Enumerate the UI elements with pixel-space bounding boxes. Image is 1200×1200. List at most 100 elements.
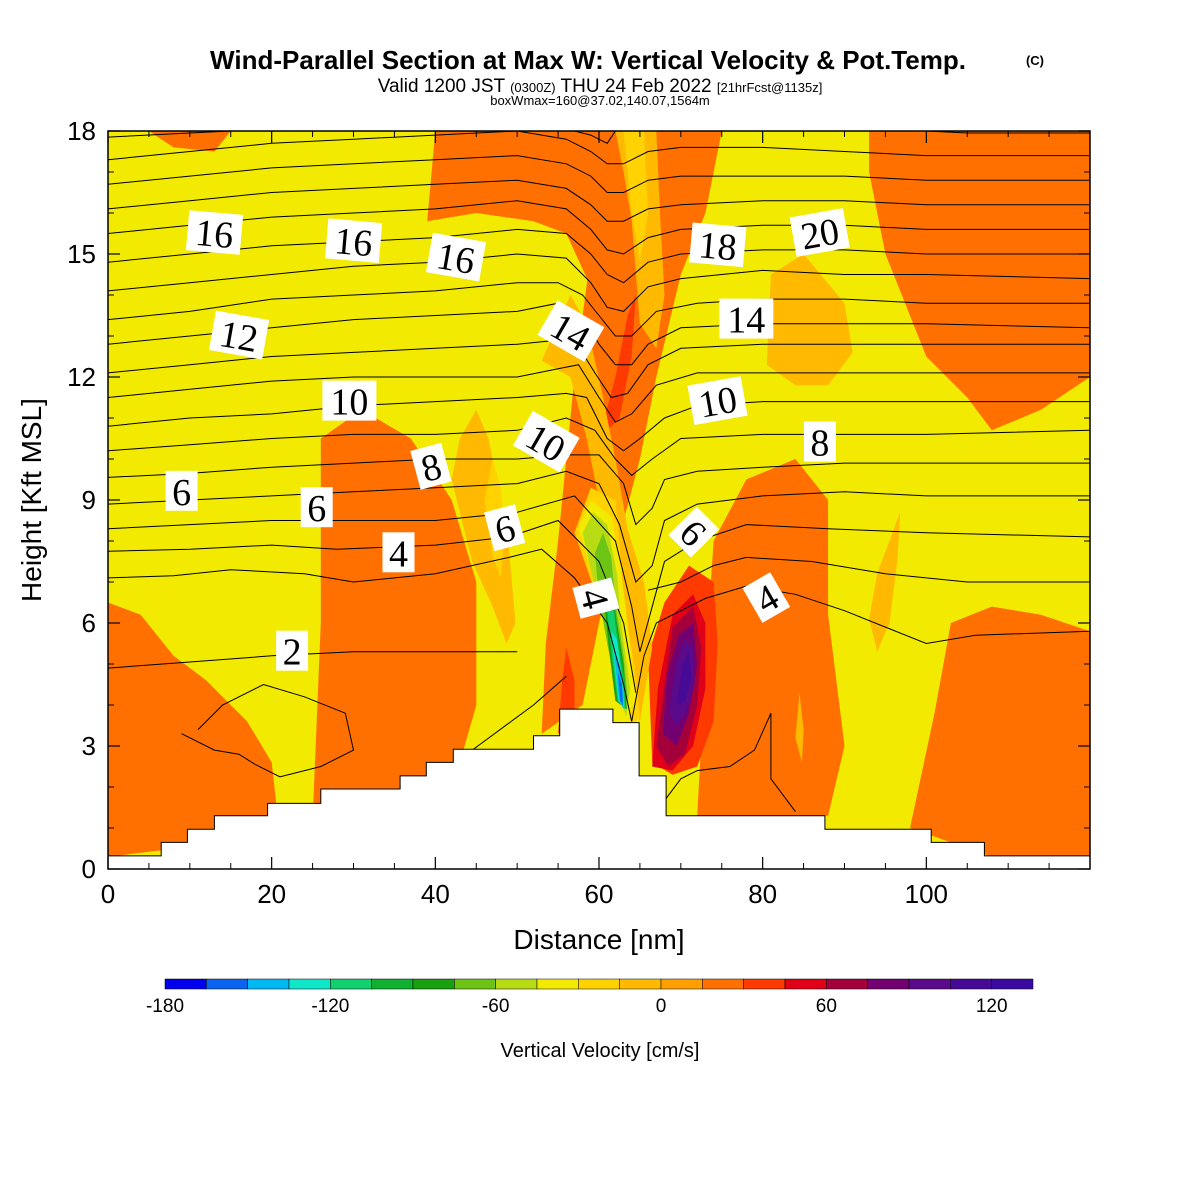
- contour-label-17: 16: [324, 218, 383, 265]
- theta-contour-2: [471, 675, 567, 751]
- colorbar-swatch: [247, 978, 290, 990]
- theta-contour-4: [108, 548, 633, 722]
- contour-label-box: [537, 300, 605, 362]
- contour-label-text: 6: [172, 472, 191, 514]
- w-region-21: [795, 692, 804, 763]
- colorbar-swatch: [206, 978, 248, 990]
- contour-label-box: [512, 410, 580, 473]
- y-tick-label: 18: [67, 116, 96, 146]
- x-tick-label: 40: [421, 879, 450, 909]
- theta-contour-15: [108, 339, 1090, 399]
- theta-contour-14: [108, 364, 1090, 423]
- w-region-3: [910, 606, 1090, 857]
- contour-label-box: [719, 298, 774, 339]
- x-tick-label: 20: [257, 879, 286, 909]
- theta-contour-18: [108, 253, 1090, 312]
- contour-label-text: 14: [727, 300, 765, 342]
- theta-contour-22: [108, 155, 1090, 193]
- contour-label-box: [185, 210, 244, 255]
- colorbar-tick-label: 60: [816, 996, 837, 1017]
- contour-label-4: 6: [165, 470, 198, 514]
- w-region-0: [108, 602, 280, 857]
- contour-label-2: 4: [571, 577, 620, 619]
- contour-label-box: [410, 442, 452, 490]
- theta-contour-8: [108, 495, 641, 652]
- theta-contour-0: [108, 651, 518, 669]
- colorbar-tick-label: 120: [976, 996, 1008, 1017]
- theta-contour-17: [108, 282, 1090, 337]
- contour-label-box: [300, 487, 333, 528]
- contour-label-text: 6: [307, 488, 326, 530]
- contour-label-text: 20: [798, 211, 843, 259]
- contour-label-12: 10: [687, 376, 748, 427]
- colorbar-swatch: [371, 978, 414, 990]
- theta-contour-12: [108, 417, 1090, 477]
- contour-label-box: [425, 232, 487, 282]
- contour-label-box: [484, 504, 526, 552]
- contour-label-box: [803, 421, 836, 462]
- colorbar-swatch: [536, 978, 579, 990]
- w-region-33: [617, 672, 623, 705]
- w-region-16: [451, 409, 516, 644]
- colorbar-swatch: [164, 978, 207, 990]
- y-axis-label: Height [Kft MSL]: [16, 398, 47, 602]
- contour-label-box: [689, 222, 747, 268]
- theta-contour-23: [108, 131, 1090, 165]
- valid-time-utc: (0300Z): [510, 80, 556, 95]
- contour-label-0: 2: [276, 630, 309, 674]
- valid-date: THU 24 Feb 2022: [561, 76, 712, 97]
- contour-label-text: 16: [194, 212, 236, 257]
- w-region-24: [623, 131, 649, 263]
- axes: 0 20 40 60 80 100 0 3 6 9 12 15 18: [67, 116, 1090, 909]
- theta-contour-3: [655, 712, 796, 812]
- x-tick-label: 60: [585, 879, 614, 909]
- terrain-mask: [108, 708, 1090, 869]
- theta-contour-21: [108, 179, 1090, 222]
- contour-label-box: [322, 380, 377, 421]
- box-wmax-info: boxWmax=160@37.02,140.07,1564m: [490, 93, 710, 108]
- chart-title: Wind-Parallel Section at Max W: Vertical…: [210, 45, 966, 75]
- y-tick-label: 3: [82, 731, 96, 761]
- y-tick-label: 9: [82, 485, 96, 515]
- contour-label-13: 12: [209, 310, 270, 361]
- contour-label-20: 20: [789, 208, 850, 259]
- colorbar-swatch: [578, 978, 620, 990]
- contour-label-text: 12: [216, 313, 261, 361]
- valid-time: Valid 1200 JST: [378, 76, 506, 97]
- contour-label-6: 6: [484, 504, 526, 552]
- colorbar-tick-label: -60: [482, 996, 509, 1017]
- contour-label-box: [668, 506, 720, 558]
- contour-label-text: 10: [696, 379, 741, 427]
- contour-label-box: [789, 208, 850, 257]
- x-axis-label: Distance [nm]: [513, 924, 684, 955]
- y-tick-label: 0: [82, 854, 96, 884]
- contour-label-box: [687, 376, 748, 425]
- terrain: [108, 709, 1090, 869]
- w-region-6: [148, 131, 231, 152]
- x-tick-label: 80: [748, 879, 777, 909]
- contour-label-text: 10: [330, 382, 368, 424]
- y-tick-label: 15: [67, 239, 96, 269]
- forecast-info: [21hrFcst@1135z]: [717, 80, 822, 95]
- colorbar-swatch: [867, 978, 910, 990]
- contour-label-8: 8: [410, 442, 452, 491]
- w-region-4: [541, 131, 722, 734]
- contour-label-9: 8: [803, 421, 836, 465]
- colorbar: -180 -120 -60 0 60 120: [146, 978, 1034, 1017]
- contour-label-1: 4: [382, 532, 415, 575]
- contour-label-box: [209, 310, 270, 360]
- colorbar-tick-label: 0: [656, 996, 667, 1017]
- contour-label-text: 16: [433, 235, 478, 283]
- y-tick-label: 6: [82, 608, 96, 638]
- theta-contour-1: [181, 683, 355, 778]
- colorbar-swatch: [991, 978, 1034, 990]
- terrain-outline: [108, 708, 1090, 857]
- theta-contour-11: [108, 454, 1090, 526]
- colorbar-swatch: [412, 978, 455, 990]
- contour-label-19: 18: [689, 222, 747, 269]
- contour-label-text: 2: [283, 632, 302, 674]
- contour-label-box: [324, 218, 383, 263]
